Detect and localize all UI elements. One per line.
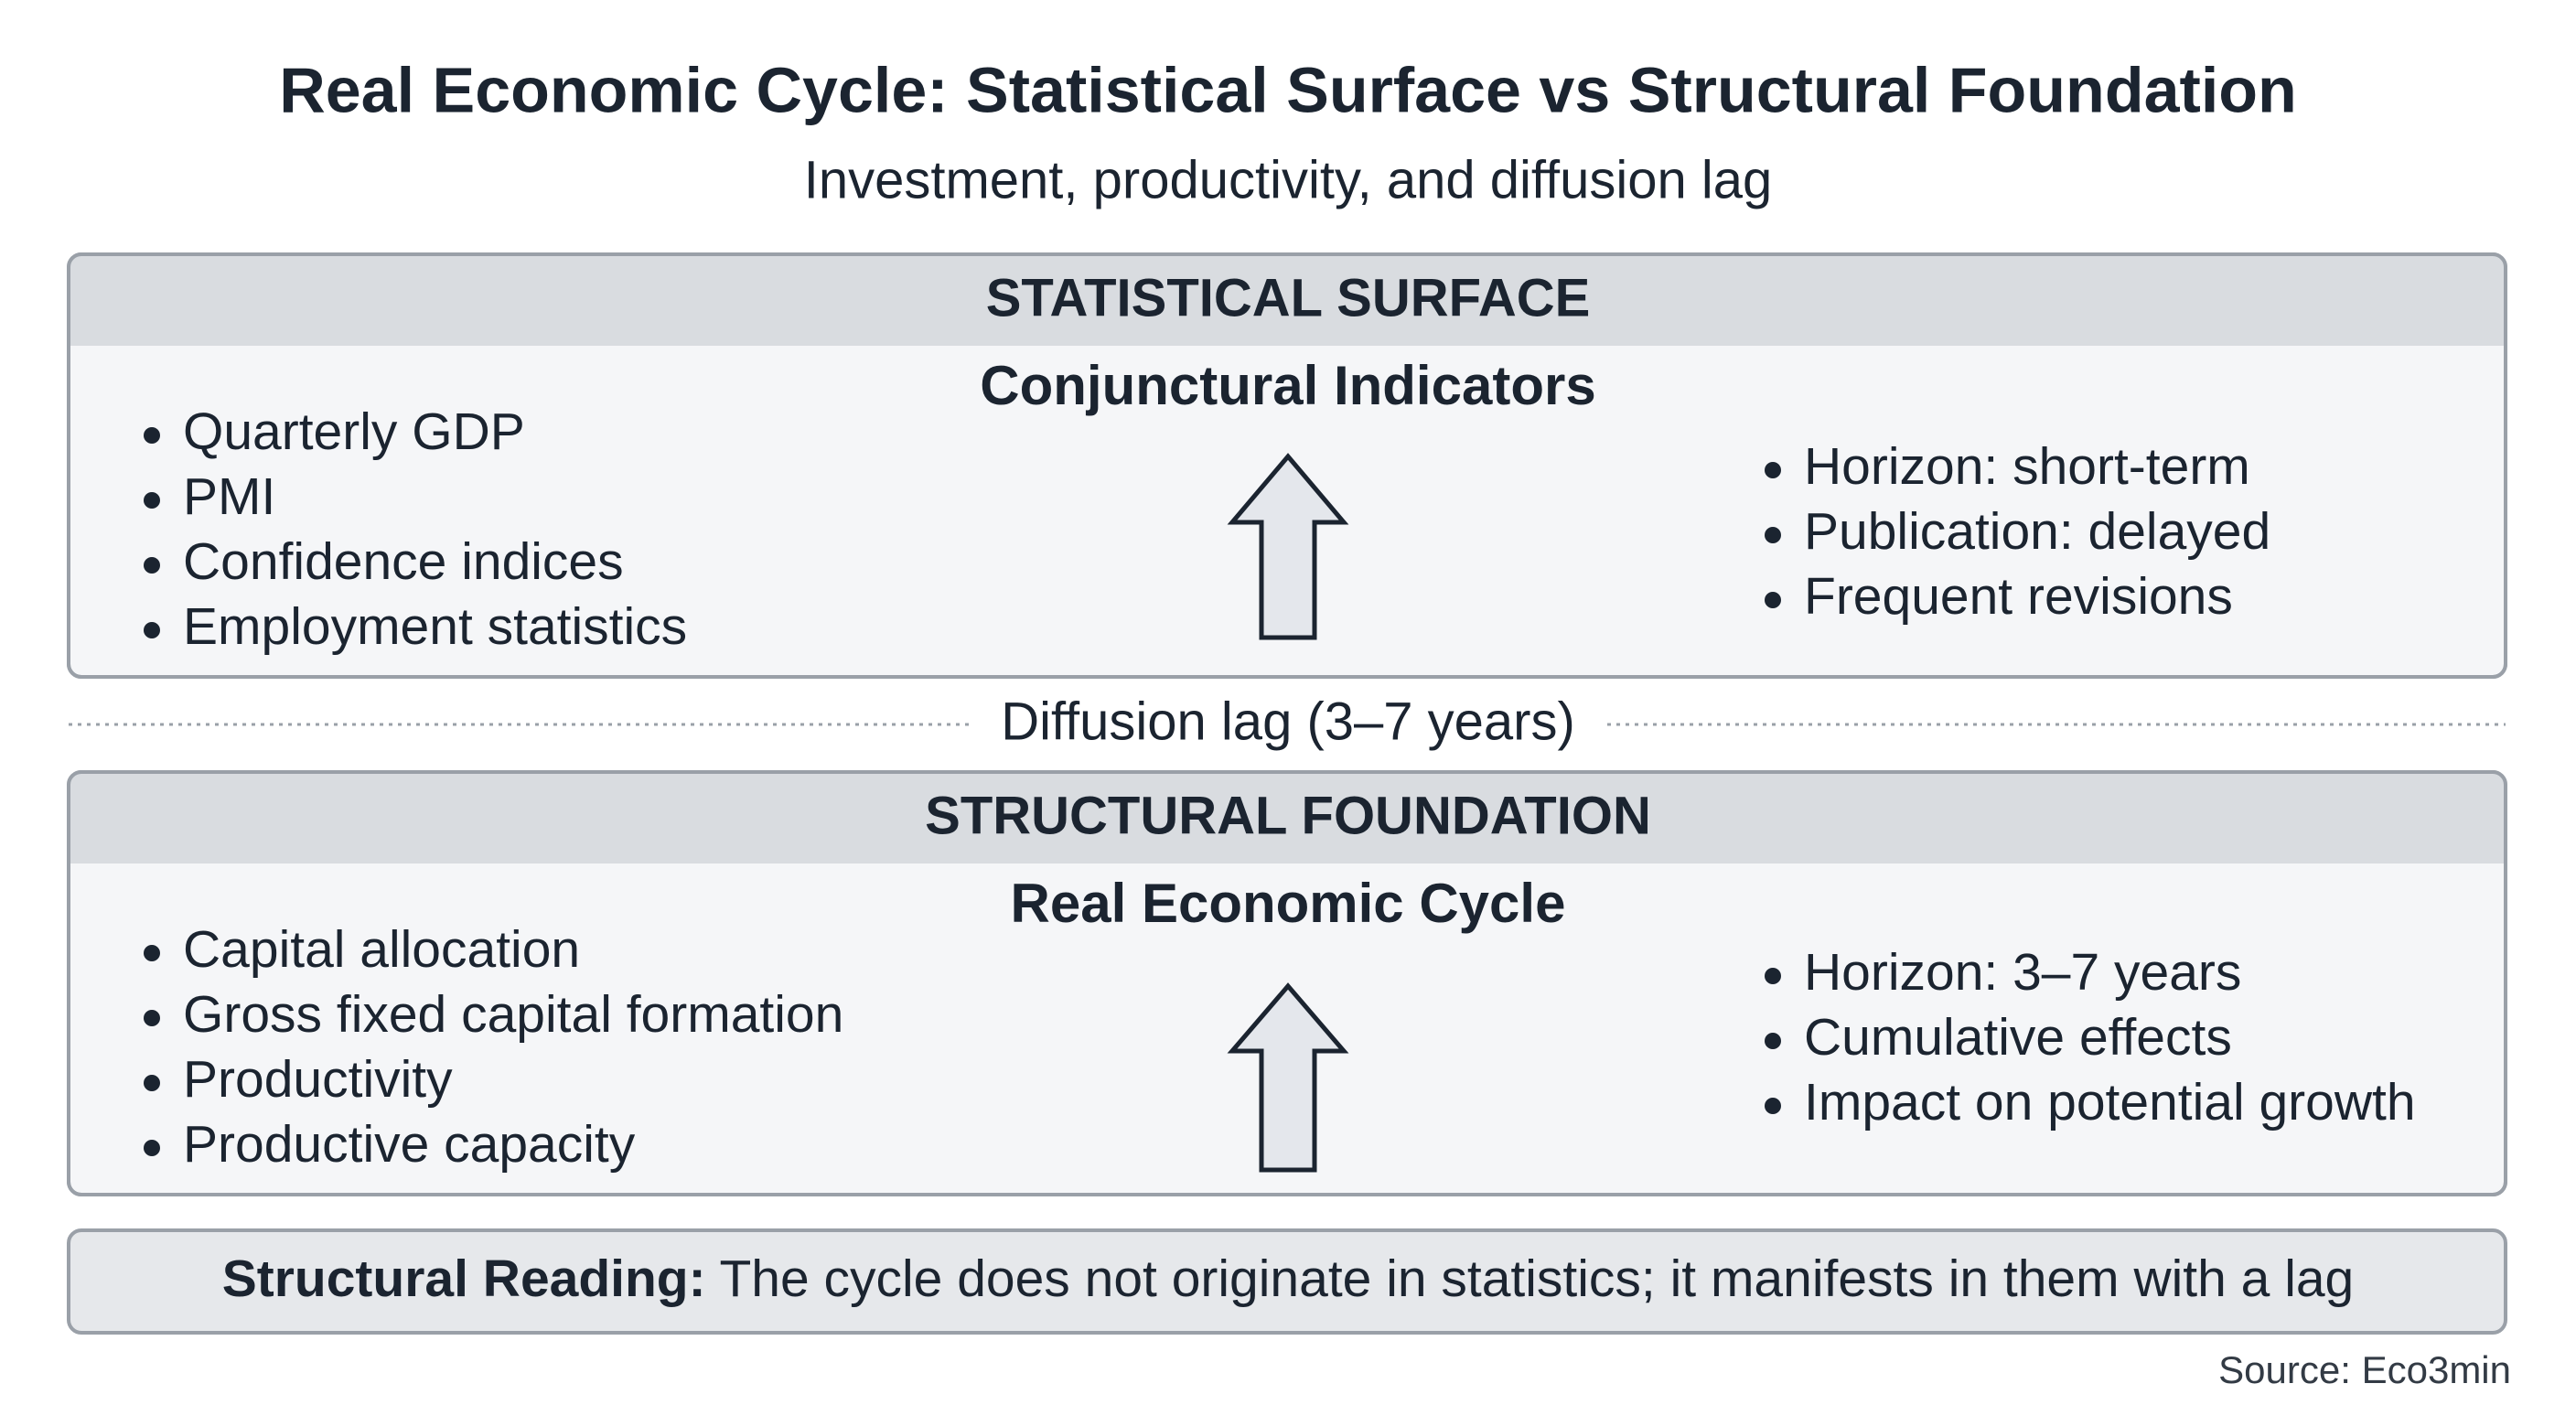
- left-item: Confidence indices: [183, 532, 624, 591]
- reading-label: Structural Reading:: [222, 1249, 706, 1308]
- section-band-title: STRUCTURAL FOUNDATION: [925, 786, 1651, 845]
- title: Real Economic Cycle: Statistical Surface…: [279, 54, 2297, 125]
- source: Source: Eco3min: [2218, 1348, 2511, 1391]
- left-item: Gross fixed capital formation: [183, 985, 843, 1044]
- bullet: [144, 622, 160, 638]
- bullet: [144, 1010, 160, 1026]
- bullet: [1765, 527, 1781, 543]
- section-border: [67, 252, 2507, 679]
- section-heading: Real Economic Cycle: [1011, 873, 1566, 934]
- arrow: [1227, 982, 1349, 1173]
- left-item: PMI: [183, 467, 275, 526]
- bullet: [1765, 968, 1781, 984]
- bullet: [144, 557, 160, 574]
- left-item: Capital allocation: [183, 920, 580, 979]
- section-band-title: STATISTICAL SURFACE: [986, 268, 1591, 327]
- section-border: [67, 770, 2507, 1196]
- section: STATISTICAL SURFACE Conjunctural Indicato…: [67, 252, 2507, 679]
- right-item: Horizon: 3–7 years: [1804, 943, 2241, 1002]
- section-heading: Conjunctural Indicators: [980, 355, 1595, 416]
- bullet: [1765, 1033, 1781, 1049]
- section-band: [69, 254, 2506, 346]
- left-item: Productive capacity: [183, 1115, 636, 1174]
- left-item: Quarterly GDP: [183, 402, 525, 461]
- right-item: Frequent revisions: [1804, 567, 2233, 626]
- bullet: [1765, 592, 1781, 608]
- arrow: [1227, 453, 1349, 640]
- bullet: [1765, 1098, 1781, 1114]
- right-item: Cumulative effects: [1804, 1008, 2232, 1067]
- reading-text: Structural Reading: The cycle does not o…: [222, 1249, 2355, 1308]
- left-item: Employment statistics: [183, 597, 687, 656]
- reading-box: [67, 1228, 2507, 1335]
- right-item: Horizon: short-term: [1804, 437, 2250, 496]
- bullet: [1765, 462, 1781, 478]
- reading-body: The cycle does not originate in statisti…: [719, 1249, 2354, 1308]
- bullet: [144, 427, 160, 444]
- bullet: [144, 492, 160, 509]
- left-item: Productivity: [183, 1050, 453, 1109]
- right-item: Publication: delayed: [1804, 502, 2270, 561]
- bullet: [144, 1075, 160, 1091]
- divider-label: Diffusion lag (3–7 years): [1001, 692, 1575, 751]
- bullet: [144, 1140, 160, 1156]
- right-item: Impact on potential growth: [1804, 1073, 2416, 1132]
- section-band: [69, 772, 2506, 863]
- section: STRUCTURAL FOUNDATION Real Economic Cycle…: [67, 770, 2507, 1196]
- subtitle: Investment, productivity, and diffusion …: [804, 150, 1773, 209]
- bullet: [144, 945, 160, 961]
